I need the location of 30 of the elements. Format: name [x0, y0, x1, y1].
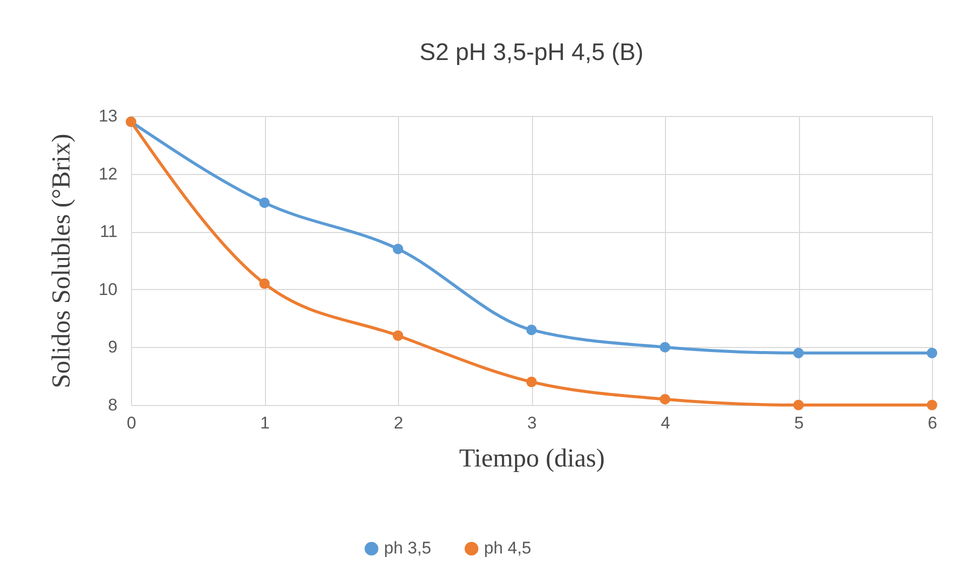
point — [926, 348, 938, 358]
x-tick-label: 4 — [660, 414, 670, 432]
legend-label: ph 3,5 — [384, 538, 432, 558]
point — [526, 324, 537, 336]
y-tick-label: 11 — [100, 222, 118, 242]
y-tick-label: 12 — [98, 164, 118, 184]
point — [526, 376, 537, 388]
x-tick-label: 3 — [527, 414, 537, 432]
x-tick-label: 2 — [394, 414, 404, 432]
y-tick-label: 13 — [98, 106, 118, 126]
point — [793, 348, 804, 358]
chart-title: S2 pH 3,5-pH 4,5 (B) — [419, 39, 644, 66]
legend-label: ph 4,5 — [484, 538, 532, 558]
point — [259, 197, 270, 208]
x-axis-title: Tiempo (dias) — [459, 444, 605, 472]
point — [793, 400, 804, 410]
point — [660, 342, 670, 352]
y-tick-label: 10 — [98, 280, 118, 299]
point — [660, 394, 670, 404]
point — [392, 330, 404, 341]
y-tick-label: 9 — [108, 338, 118, 357]
point — [926, 400, 938, 410]
x-tick-label: 6 — [928, 414, 938, 432]
point — [392, 244, 404, 254]
y-tick-label: 8 — [108, 396, 118, 414]
point — [259, 278, 270, 289]
y-axis-title: Solidos Solubles (°Brix) — [46, 134, 76, 388]
x-tick-label: 0 — [126, 414, 136, 432]
x-tick-label: 1 — [260, 414, 270, 432]
x-tick-label: 5 — [794, 414, 804, 432]
